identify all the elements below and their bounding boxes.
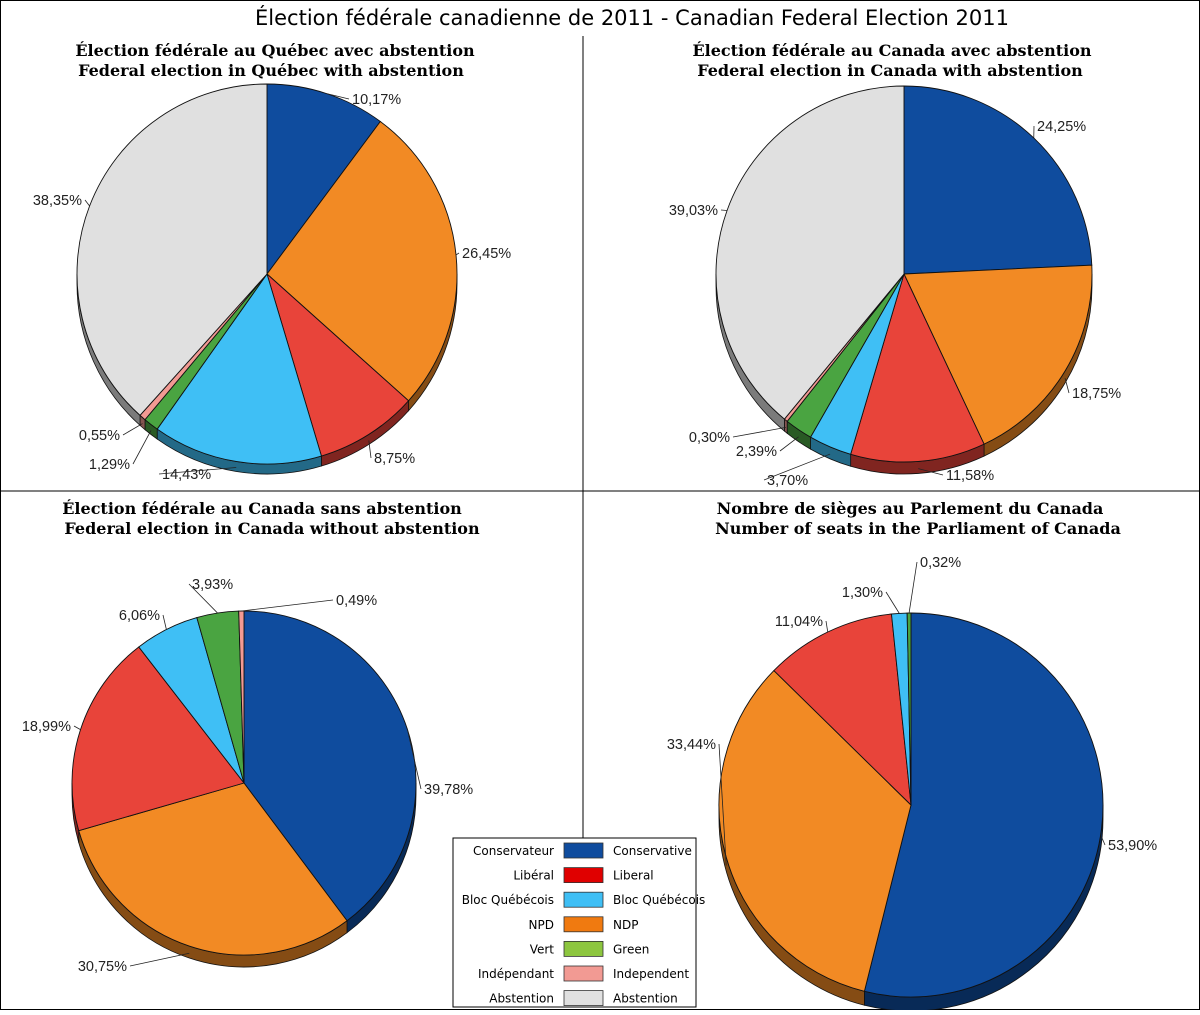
pie-chart-1: 10,17% 26,45% 8,75% 14,43% 1,29% 0,55% 38,35% [33, 84, 511, 483]
pie-1-label-independent: 0,55% [79, 428, 120, 444]
chart-2-title-en: Federal election in Canada with abstenti… [697, 61, 1083, 80]
legend-label-en-4: Green [613, 942, 649, 956]
pie-1-leader-ndp [456, 253, 459, 255]
pie-1-leader-green [133, 430, 151, 464]
pie-4-leader-liberal [826, 621, 828, 632]
legend-swatch-6 [564, 991, 603, 1006]
pie-2-slice-conservative [904, 86, 1092, 274]
pie-2-label-independent: 0,30% [689, 430, 730, 446]
pie-chart-2: 24,25% 18,75% 11,58% 3,70% 2,39% 0,30% 39,03% [669, 86, 1121, 489]
legend-label-en-1: Liberal [613, 869, 654, 883]
legend-label-fr-4: Vert [530, 942, 555, 956]
pie-3-label-independent: 0,49% [336, 593, 377, 609]
pie-2-label-green: 2,39% [736, 444, 777, 460]
pie-3-label-liberal: 18,99% [22, 719, 71, 735]
chart-3-title-fr: Élection fédérale au Canada sans abstent… [62, 498, 462, 518]
pie-1-label-abstention: 38,35% [33, 193, 82, 209]
pie-chart-4: 53,90% 33,44% 11,04% 1,30% 0,32% [667, 555, 1157, 1010]
pie-4-leader-blocquebecois [886, 592, 899, 613]
legend-swatch-1 [564, 868, 603, 883]
legend-label-fr-1: Libéral [513, 869, 554, 883]
pie-4-label-liberal: 11,04% [775, 614, 823, 630]
chart-1-title-fr: Élection fédérale au Québec avec abstent… [75, 40, 475, 60]
pie-3-label-blocquebecois: 6,06% [119, 608, 160, 624]
legend-label-fr-0: Conservateur [473, 844, 554, 858]
pie-1-label-conservative: 10,17% [352, 92, 401, 108]
pie-2-leader-independent [733, 427, 786, 437]
legend-label-en-3: NDP [613, 918, 638, 932]
pie-1-leader-abstention [85, 200, 90, 206]
pie-4-label-conservative: 53,90% [1108, 838, 1157, 854]
pie-1-label-blocquebecois: 14,43% [162, 467, 211, 483]
pie-2-label-blocquebecois: 3,70% [767, 473, 808, 489]
pie-1-label-green: 1,29% [89, 457, 130, 473]
legend-swatch-2 [564, 892, 603, 907]
pie-4-label-green: 0,32% [920, 555, 961, 571]
legend-label-en-5: Independent [613, 967, 689, 981]
chart-3-title-en: Federal election in Canada without abste… [64, 519, 480, 538]
legend-swatch-0 [564, 843, 603, 858]
chart-1-title-en: Federal election in Québec with abstenti… [78, 61, 464, 80]
pie-2-label-abstention: 39,03% [669, 203, 718, 219]
pie-1-label-liberal: 8,75% [374, 451, 415, 467]
legend-label-fr-5: Indépendant [478, 967, 554, 981]
pie-1-leader-independent [123, 424, 143, 435]
pie-3-label-conservative: 39,78% [424, 782, 473, 798]
legend-swatch-4 [564, 941, 603, 956]
chart-4-title-en: Number of seats in the Parliament of Can… [715, 519, 1121, 538]
pie-2-label-liberal: 11,58% [946, 468, 994, 484]
pie-2-label-conservative: 24,25% [1037, 119, 1086, 135]
pie-3-leader-blocquebecois [163, 615, 166, 630]
legend-swatch-5 [564, 966, 603, 981]
legend: Conservateur Conservative Libéral Liberal Bl… [453, 838, 705, 1007]
legend-label-en-6: Abstention [613, 992, 678, 1006]
chart-2-title-fr: Élection fédérale au Canada avec abstent… [692, 40, 1091, 60]
legend-label-fr-6: Abstention [489, 992, 554, 1006]
pie-1-label-ndp: 26,45% [462, 246, 511, 262]
pie-chart-3: 39,78% 30,75% 18,99% 6,06% 3,93% 0,49% [22, 577, 473, 975]
pie-4-leader-green [909, 562, 917, 613]
legend-label-en-0: Conservative [613, 844, 692, 858]
pie-3-leader-liberal [74, 726, 81, 730]
legend-label-fr-3: NPD [529, 918, 554, 932]
legend-label-en-2: Bloc Québécois [613, 893, 705, 907]
legend-label-fr-2: Bloc Québécois [462, 893, 554, 907]
pie-3-leader-ndp [130, 953, 189, 966]
pie-2-leader-green [780, 437, 799, 451]
pie-3-leader-independent [241, 600, 333, 611]
pie-3-label-ndp: 30,75% [78, 959, 127, 975]
pie-2-label-ndp: 18,75% [1072, 386, 1121, 402]
main-title: Élection fédérale canadienne de 2011 - C… [255, 5, 1009, 30]
pie-3-label-green: 3,93% [192, 577, 233, 593]
legend-swatch-3 [564, 917, 603, 932]
pie-4-label-blocquebecois: 1,30% [842, 585, 883, 601]
chart-4-title-fr: Nombre de sièges au Parlement du Canada [717, 499, 1104, 518]
pie-4-label-ndp: 33,44% [667, 737, 716, 753]
